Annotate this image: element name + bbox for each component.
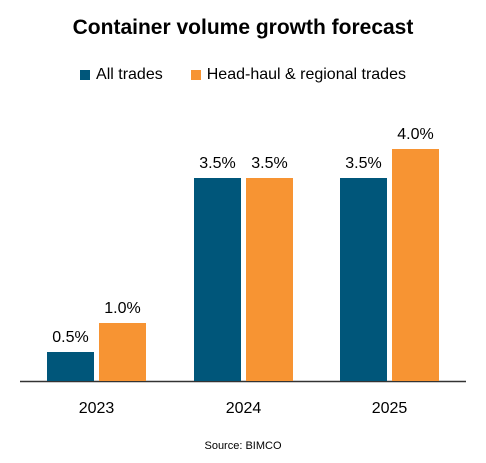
legend-item-all-trades: All trades bbox=[80, 66, 163, 84]
bar-2025-series-0 bbox=[340, 178, 387, 381]
legend: All trades Head-haul & regional trades bbox=[0, 66, 486, 84]
legend-label-all-trades: All trades bbox=[96, 66, 163, 83]
x-tick-label-2025: 2025 bbox=[372, 400, 408, 417]
data-label-2024-series-0: 3.5% bbox=[199, 155, 235, 172]
data-label-2025-series-1: 4.0% bbox=[397, 126, 433, 143]
bar-2023-series-0 bbox=[47, 352, 94, 381]
legend-item-head-haul: Head-haul & regional trades bbox=[190, 66, 406, 84]
x-tick-label-2023: 2023 bbox=[79, 400, 115, 417]
legend-swatch-all-trades bbox=[80, 70, 91, 80]
chart-title: Container volume growth forecast bbox=[72, 16, 414, 39]
bar-2024-series-0 bbox=[194, 178, 241, 381]
bar-2024-series-1 bbox=[246, 178, 293, 381]
legend-label-head-haul: Head-haul & regional trades bbox=[206, 66, 406, 83]
data-label-2023-series-0: 0.5% bbox=[52, 329, 88, 346]
source-note: Source: BIMCO bbox=[204, 440, 282, 452]
x-tick-label-2024: 2024 bbox=[226, 400, 262, 417]
bar-2023-series-1 bbox=[99, 323, 146, 381]
legend-swatch-head-haul bbox=[190, 70, 201, 80]
data-label-2025-series-0: 3.5% bbox=[345, 155, 381, 172]
data-label-2024-series-1: 3.5% bbox=[251, 155, 287, 172]
data-label-2023-series-1: 1.0% bbox=[104, 300, 140, 317]
bar-2025-series-1 bbox=[392, 149, 439, 381]
